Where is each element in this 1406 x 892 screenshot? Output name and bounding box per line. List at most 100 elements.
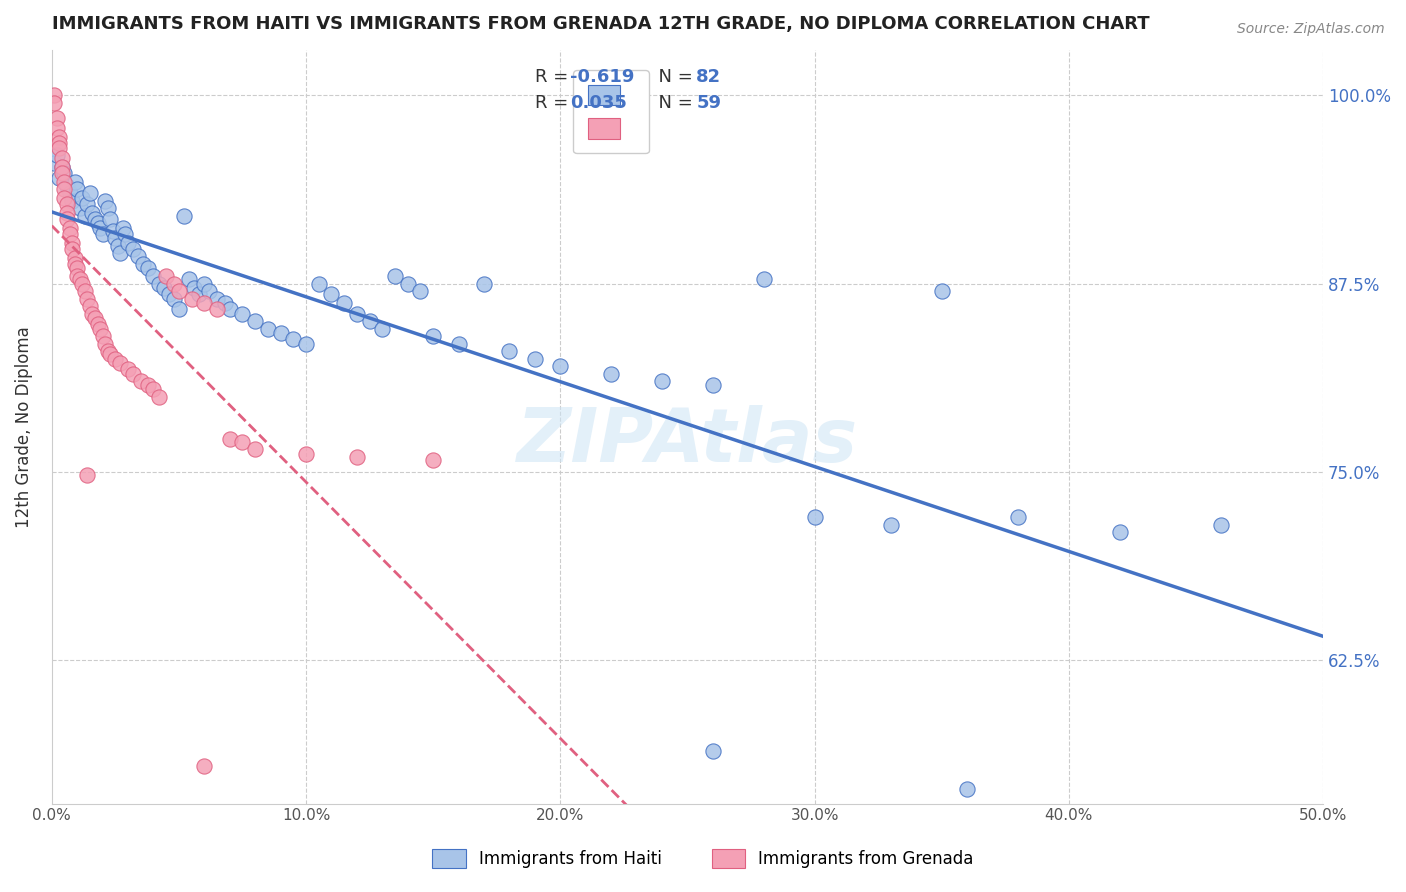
Text: N =: N = — [647, 95, 699, 112]
Point — [180, 292, 202, 306]
Point — [104, 351, 127, 366]
Legend: Immigrants from Haiti, Immigrants from Grenada: Immigrants from Haiti, Immigrants from G… — [426, 842, 980, 875]
Point — [98, 211, 121, 226]
Point — [270, 326, 292, 341]
Point — [63, 176, 86, 190]
Point — [63, 251, 86, 265]
Point — [58, 227, 80, 241]
Point — [422, 329, 444, 343]
Point — [1108, 525, 1130, 540]
Point — [188, 287, 211, 301]
Point — [371, 322, 394, 336]
Point — [321, 287, 343, 301]
Point — [76, 292, 98, 306]
Point — [409, 284, 432, 298]
Text: R =: R = — [534, 69, 574, 87]
Point — [69, 201, 91, 215]
Point — [243, 314, 266, 328]
Point — [97, 201, 120, 215]
Point — [600, 367, 623, 381]
Point — [60, 242, 83, 256]
Point — [53, 190, 76, 204]
Point — [193, 759, 215, 773]
Point — [122, 367, 145, 381]
Point — [110, 246, 132, 260]
Point — [142, 268, 165, 283]
Point — [114, 227, 136, 241]
Point — [142, 382, 165, 396]
Point — [205, 302, 228, 317]
Point — [163, 277, 186, 291]
Point — [173, 209, 195, 223]
Point — [205, 292, 228, 306]
Point — [53, 176, 76, 190]
Text: 0.035: 0.035 — [571, 95, 627, 112]
Point — [129, 375, 152, 389]
Point — [69, 272, 91, 286]
Point — [218, 302, 240, 317]
Point — [163, 292, 186, 306]
Point — [359, 314, 381, 328]
Point — [117, 235, 139, 250]
Point — [72, 277, 94, 291]
Point — [702, 744, 724, 758]
Text: IMMIGRANTS FROM HAITI VS IMMIGRANTS FROM GRENADA 12TH GRADE, NO DIPLOMA CORRELAT: IMMIGRANTS FROM HAITI VS IMMIGRANTS FROM… — [52, 15, 1149, 33]
Point — [231, 307, 253, 321]
Point — [193, 277, 215, 291]
Point — [752, 272, 775, 286]
Point — [58, 220, 80, 235]
Point — [82, 205, 104, 219]
Point — [56, 205, 79, 219]
Point — [97, 344, 120, 359]
Point — [98, 347, 121, 361]
Point — [51, 161, 73, 175]
Point — [45, 111, 67, 125]
Point — [76, 196, 98, 211]
Point — [931, 284, 953, 298]
Point — [86, 317, 108, 331]
Point — [283, 332, 305, 346]
Point — [66, 268, 89, 283]
Point — [94, 194, 117, 208]
Point — [152, 281, 174, 295]
Point — [89, 220, 111, 235]
Point — [132, 257, 155, 271]
Text: -0.619: -0.619 — [571, 69, 636, 87]
Point — [79, 186, 101, 200]
Point — [53, 181, 76, 195]
Point — [396, 277, 419, 291]
Point — [333, 296, 356, 310]
Legend: , : , — [574, 70, 650, 153]
Point — [89, 322, 111, 336]
Point — [177, 272, 200, 286]
Point — [44, 88, 66, 103]
Point — [107, 239, 129, 253]
Point — [956, 781, 979, 796]
Point — [110, 356, 132, 370]
Point — [218, 432, 240, 446]
Point — [48, 171, 70, 186]
Point — [111, 220, 134, 235]
Point — [138, 261, 160, 276]
Point — [82, 307, 104, 321]
Point — [101, 224, 124, 238]
Point — [122, 242, 145, 256]
Point — [91, 227, 114, 241]
Point — [157, 287, 180, 301]
Point — [66, 261, 89, 276]
Point — [45, 148, 67, 162]
Point — [183, 281, 205, 295]
Point — [73, 284, 96, 298]
Point — [702, 377, 724, 392]
Point — [295, 336, 318, 351]
Text: 82: 82 — [696, 69, 721, 87]
Point — [472, 277, 495, 291]
Text: ZIPAtlas: ZIPAtlas — [517, 405, 858, 478]
Point — [346, 307, 368, 321]
Point — [193, 296, 215, 310]
Point — [91, 329, 114, 343]
Point — [104, 231, 127, 245]
Point — [56, 196, 79, 211]
Point — [257, 322, 280, 336]
Point — [60, 235, 83, 250]
